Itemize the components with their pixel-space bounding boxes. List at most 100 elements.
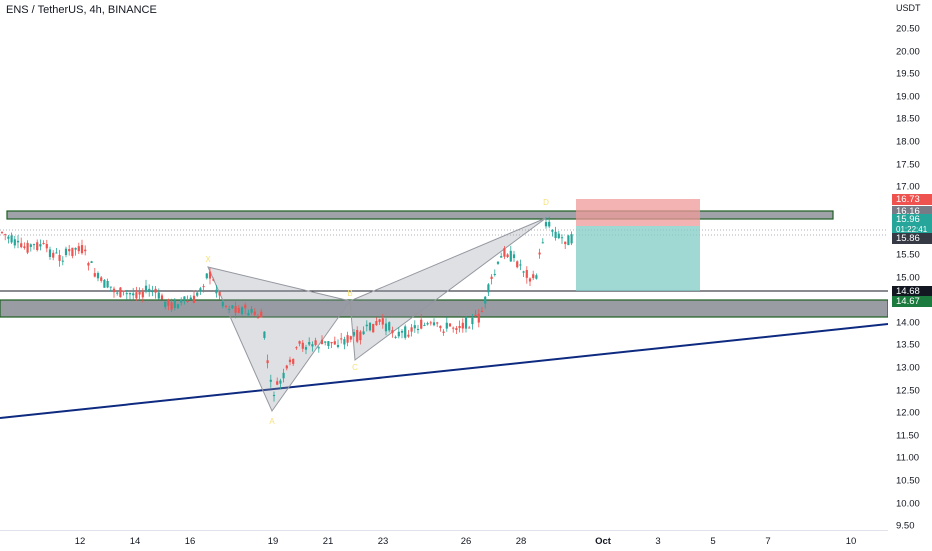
candle-body	[394, 336, 397, 338]
candle-body	[106, 280, 109, 288]
pattern-bcd-triangle[interactable]	[349, 217, 547, 361]
pattern-label-b: B	[347, 289, 352, 298]
candle-body	[311, 344, 314, 347]
candle-body	[151, 291, 154, 293]
price-axis[interactable]: USDT 20.50 20.00 19.50 19.00 18.50 18.00 17.50…	[888, 0, 932, 532]
chart-area[interactable]: X A B C D ENS / TetherUS, 4h, BINANCE	[0, 0, 889, 530]
candle-body	[170, 302, 173, 310]
candle-body	[93, 273, 96, 277]
candle-body	[218, 291, 221, 296]
last-price-badge: 15.96 01:22:41	[892, 214, 932, 236]
candle-body	[378, 319, 381, 322]
candle-body	[285, 365, 288, 369]
candle-body	[36, 242, 39, 251]
candle-body	[205, 273, 208, 279]
price-tick: 9.50	[896, 520, 915, 532]
candle-body	[29, 244, 32, 247]
candle-body	[199, 288, 202, 292]
candle-body	[74, 247, 77, 250]
candle-body	[132, 293, 135, 296]
symbol-title[interactable]: ENS / TetherUS, 4h, BINANCE	[6, 4, 157, 16]
candle-body	[282, 372, 285, 379]
candle-body	[375, 321, 378, 326]
candle-body	[68, 249, 71, 252]
candle-body	[138, 292, 141, 295]
candle-body	[122, 290, 125, 292]
candle-body	[349, 336, 352, 340]
candle-body	[189, 297, 192, 300]
candle-body	[224, 305, 228, 307]
candle-body	[480, 311, 484, 313]
candle-body	[103, 279, 106, 288]
candle-body	[272, 394, 276, 397]
candle-body	[288, 359, 292, 363]
candle-body	[100, 277, 103, 281]
candle-body	[554, 231, 557, 239]
candle-body	[426, 323, 429, 325]
time-tick: 23	[377, 536, 389, 547]
candle-body	[340, 338, 343, 340]
candle-body	[535, 275, 538, 279]
candle-body	[32, 244, 36, 246]
candle-body	[10, 235, 13, 243]
price-chart[interactable]: X A B C D	[0, 0, 889, 530]
time-tick: 3	[655, 536, 661, 547]
candle-body	[538, 252, 541, 255]
stop-loss-zone[interactable]	[576, 199, 700, 226]
candle-body	[148, 288, 151, 292]
candle-body	[64, 248, 68, 256]
candle-body	[359, 331, 362, 341]
candle-body	[362, 331, 365, 335]
pattern-label-x: X	[205, 255, 211, 264]
candle-body	[528, 278, 532, 282]
price-tick: 12.00	[896, 407, 920, 419]
resistance-zone[interactable]	[6, 210, 834, 220]
price-tick: 19.00	[896, 91, 920, 103]
candle-body	[487, 284, 490, 293]
candle-body	[317, 347, 320, 349]
price-tick: 10.00	[896, 498, 920, 510]
candle-body	[516, 261, 519, 268]
time-tick: 16	[184, 536, 196, 547]
candle-body	[260, 311, 263, 318]
candle-body	[228, 308, 231, 310]
candle-body	[135, 292, 138, 299]
candle-body	[298, 341, 301, 344]
candle-body	[20, 243, 23, 248]
candle-body	[506, 254, 509, 258]
candle-body	[448, 323, 452, 327]
candle-body	[452, 327, 455, 329]
price-tick: 17.50	[896, 159, 920, 171]
candle-body	[352, 332, 356, 336]
candle-body	[368, 322, 372, 331]
support-zone[interactable]	[0, 299, 889, 318]
candle-body	[45, 243, 48, 249]
candle-body	[372, 323, 375, 333]
take-profit-zone[interactable]	[576, 226, 700, 291]
candle-body	[13, 239, 16, 246]
time-axis[interactable]: 12 14 16 19 21 23 26 28 Oct 3 5 7 10	[0, 530, 888, 551]
candle-body	[183, 296, 186, 301]
candle-body	[240, 307, 244, 314]
candle-body	[292, 358, 295, 364]
pattern-xab-triangle[interactable]	[207, 266, 351, 413]
candle-body	[356, 329, 359, 342]
pattern-label-d: D	[543, 198, 549, 207]
price-tick: 18.50	[896, 113, 920, 125]
candle-body	[308, 342, 311, 345]
candle-body	[109, 286, 112, 288]
candle-body	[333, 341, 336, 345]
candle-body	[256, 317, 260, 319]
ascending-trendline[interactable]	[0, 323, 889, 419]
candle-body	[445, 322, 448, 329]
price-tick: 11.00	[896, 452, 920, 464]
price-tick: 12.50	[896, 385, 920, 397]
candle-body	[176, 304, 180, 309]
candle-body	[250, 308, 253, 313]
candle-body	[71, 247, 74, 257]
candle-body	[160, 295, 164, 300]
candle-body	[551, 229, 554, 232]
candle-body	[458, 325, 461, 329]
candle-body	[391, 330, 394, 334]
candle-body	[429, 322, 432, 324]
